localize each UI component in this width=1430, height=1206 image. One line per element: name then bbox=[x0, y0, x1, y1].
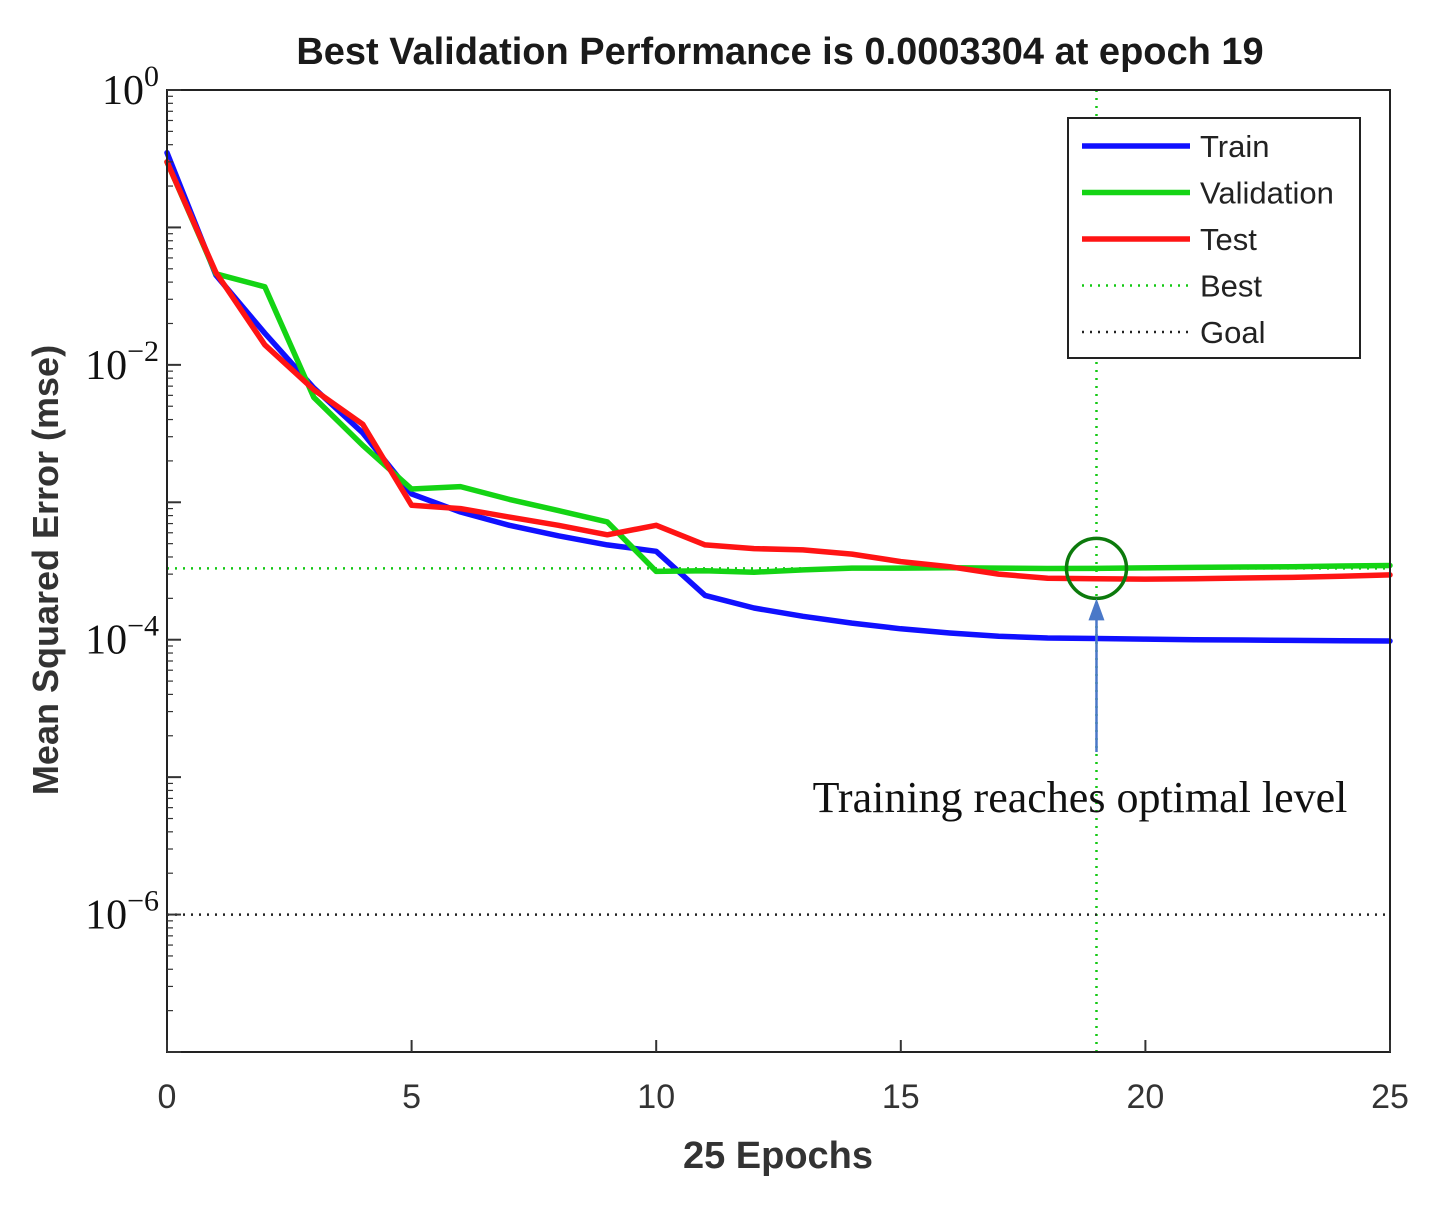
y-tick-base: 10 bbox=[85, 893, 127, 939]
annotation: Training reaches optimal level bbox=[813, 536, 1348, 822]
x-axis-label: 25 Epochs bbox=[683, 1135, 873, 1177]
y-tick-label: 100 bbox=[102, 60, 159, 114]
x-tick-label: 0 bbox=[158, 1078, 177, 1116]
x-tick-label: 25 bbox=[1371, 1078, 1409, 1116]
annotation-arrow-head bbox=[1088, 598, 1105, 621]
y-tick-exponent: −6 bbox=[127, 885, 159, 918]
x-tick-label: 20 bbox=[1126, 1078, 1164, 1116]
x-tick-label: 10 bbox=[637, 1078, 675, 1116]
legend: Train Validation Test Best Goal bbox=[1067, 117, 1361, 359]
series-line-validation bbox=[164, 159, 1393, 575]
y-tick-base: 10 bbox=[85, 618, 127, 664]
x-tick-label: 15 bbox=[882, 1078, 920, 1116]
y-axis-label: Mean Squared Error (mse) bbox=[25, 345, 66, 795]
legend-label-validation: Validation bbox=[1200, 176, 1334, 211]
annotation-text: Training reaches optimal level bbox=[813, 773, 1348, 822]
y-tick-exponent: −4 bbox=[127, 610, 159, 643]
chart-title: Best Validation Performance is 0.0003304… bbox=[296, 31, 1263, 73]
y-tick-label: 10−6 bbox=[85, 885, 159, 939]
y-tick-label: 10−2 bbox=[85, 335, 159, 389]
y-tick-exponent: −2 bbox=[127, 335, 159, 368]
legend-label-goal: Goal bbox=[1200, 315, 1265, 350]
x-tick-label: 5 bbox=[402, 1078, 421, 1116]
legend-label-best: Best bbox=[1200, 269, 1262, 304]
series-line-train bbox=[164, 149, 1393, 644]
legend-entries: Train Validation Test Best Goal bbox=[1082, 129, 1334, 350]
y-tick-label: 10−4 bbox=[85, 610, 159, 664]
legend-label-test: Test bbox=[1200, 222, 1257, 257]
y-tick-exponent: 0 bbox=[144, 60, 159, 93]
series-lines bbox=[164, 149, 1393, 644]
series-line-test bbox=[164, 159, 1393, 582]
y-tick-base: 10 bbox=[85, 343, 127, 389]
plot-area-frame bbox=[166, 89, 1391, 1053]
legend-label-train: Train bbox=[1200, 129, 1269, 164]
y-tick-base: 10 bbox=[102, 68, 144, 114]
x-axis-ticks: 0 5 10 15 20 25 bbox=[158, 1040, 1409, 1116]
